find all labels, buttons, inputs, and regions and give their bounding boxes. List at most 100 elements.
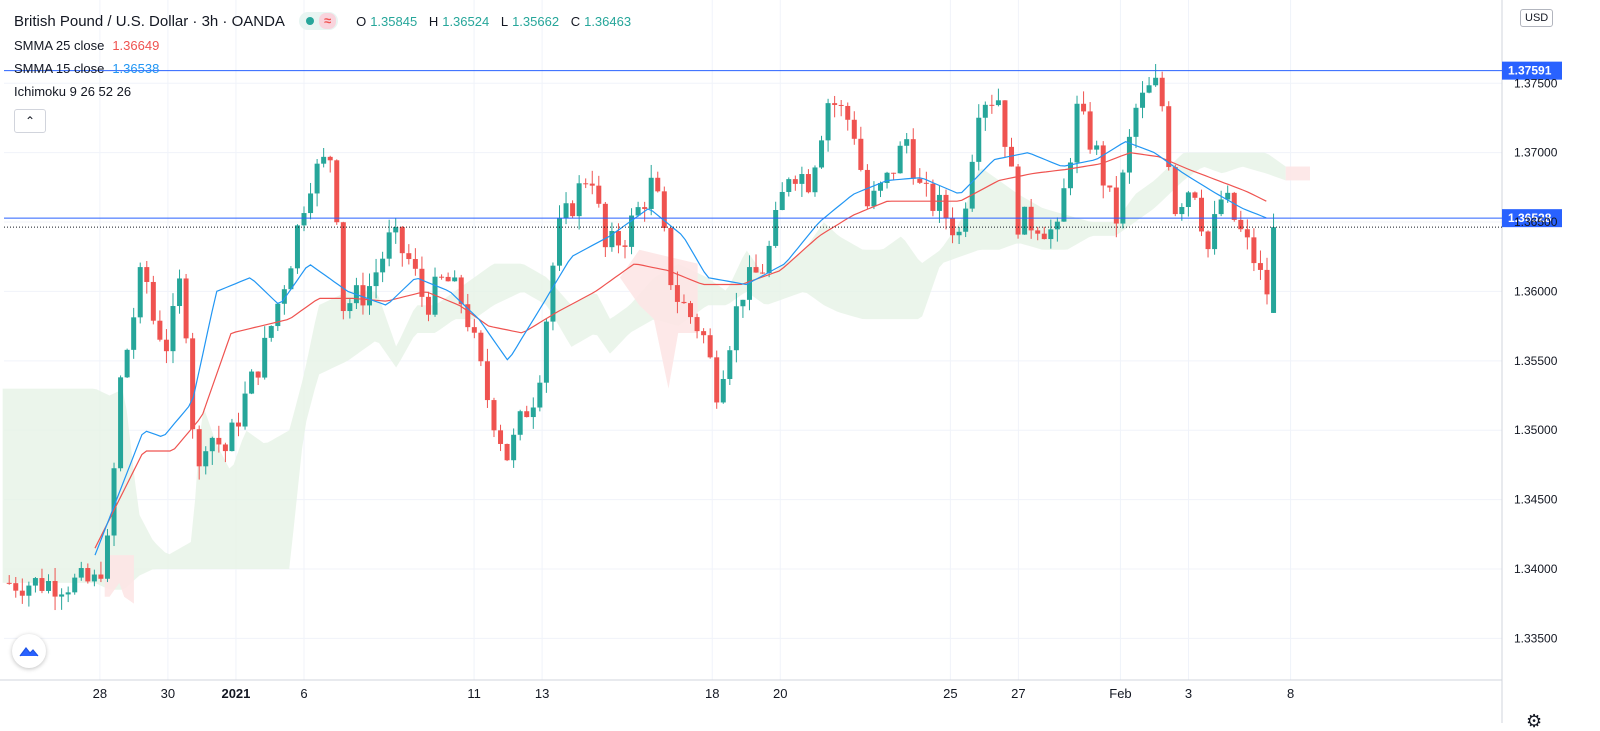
candle-body [799,174,805,184]
candle-body [1257,263,1263,270]
candle-body [32,578,38,586]
candle-body [1198,197,1204,232]
indicator-smma25[interactable]: SMMA 25 close 1.36649 [14,38,639,53]
indicator-smma15[interactable]: SMMA 15 close 1.36538 [14,61,639,76]
candle-body [26,585,32,596]
price-tick-label: 1.35500 [1514,354,1558,368]
candle-body [471,327,477,333]
candle-body [294,225,300,269]
candle-body [773,210,779,246]
candle-body [183,278,189,339]
candle-body [386,232,392,259]
candle-body [406,253,412,260]
chevron-up-icon: ⌃ [24,114,36,128]
low-value: 1.35662 [512,13,560,29]
candle-body [858,138,864,170]
candle-body [458,277,464,305]
candle-body [1133,107,1139,137]
price-tick-label: 1.35000 [1514,423,1558,437]
candle-body [511,434,517,461]
candle-body [235,422,241,427]
candle-body [78,568,84,578]
candle-body [956,231,962,236]
settings-gear-icon[interactable]: ⚙ [1526,711,1543,731]
indicator-value: 1.36538 [112,61,160,76]
time-tick-label: 8 [1287,686,1294,701]
candle-body [1205,231,1211,250]
candle-body [877,182,883,191]
candle-body [615,230,621,246]
candle-body [1081,103,1087,112]
candle-body [851,119,857,139]
market-status-pill[interactable]: ≈ [298,12,339,30]
candle-body [583,183,589,185]
candle-body [688,303,694,318]
candle-body [65,592,71,595]
collapse-legend-button[interactable]: ⌃ [14,109,46,133]
price-label-box [1502,61,1562,80]
candle-body [1041,233,1047,240]
candle-body [412,259,418,269]
candle-body [347,303,353,312]
candle-body [1100,145,1106,186]
candle-body [478,332,484,362]
tradingview-logo[interactable] [12,634,46,668]
candle-body [904,139,910,146]
candle-body [1087,111,1093,150]
time-tick-label: 13 [535,686,549,701]
candle-body [1192,192,1198,198]
time-axis[interactable]: 28 30 2021 6 11 13 18 20 25 27 Feb 3 8 [93,686,1295,701]
candle-body [340,222,346,312]
candle-body [163,339,169,352]
candle-body [85,568,91,582]
currency-badge[interactable]: USD [1520,9,1554,27]
time-tick-label: 30 [161,686,175,701]
candle-body [1159,77,1165,107]
candle-body [1009,146,1015,167]
price-axis[interactable]: 1.33500 1.34000 1.34500 1.35000 1.35500 1.360… [1514,76,1558,645]
candle-body [524,411,530,418]
candle-body [255,371,261,378]
candle-body [6,582,12,584]
candle-body [576,183,582,217]
candle-body [314,163,320,194]
candle-body [1172,167,1178,215]
candle-body [209,437,215,452]
indicator-value: 1.36649 [112,38,160,53]
candle-body [792,179,798,184]
candle-body [989,104,995,106]
candle-body [556,218,562,266]
ichimoku-cloud [2,152,1310,604]
candle-body [570,203,576,217]
candle-body [203,451,209,467]
horizontal-price-lines[interactable]: 1.37591 1.36528 [4,61,1562,228]
candle-body [589,183,595,186]
symbol-title[interactable]: British Pound / U.S. Dollar · 3h · OANDA [14,12,285,30]
candle-body [452,277,458,282]
logo-icon [19,647,39,657]
market-open-dot-icon [305,17,314,25]
indicator-ichimoku[interactable]: Ichimoku 9 26 52 26 [14,84,639,99]
candle-body [701,331,707,336]
candle-body [91,574,97,582]
candle-body [1244,229,1250,238]
candle-body [399,227,405,254]
candle-body [367,286,373,306]
candle-body [504,443,510,461]
time-tick-label: 28 [93,686,107,701]
candle-body [72,577,78,593]
candle-body [1113,187,1119,224]
candle-body [491,400,497,431]
candle-body [13,583,19,591]
candle-body [832,103,838,105]
candle-body [661,191,667,228]
candle-body [1231,192,1237,220]
candle-body [177,278,183,307]
candle-body [52,581,58,597]
candle-body [1212,214,1218,250]
candle-body [910,139,916,179]
candle-body [262,337,268,378]
candle-body [1218,199,1224,215]
candle-body [439,276,445,278]
